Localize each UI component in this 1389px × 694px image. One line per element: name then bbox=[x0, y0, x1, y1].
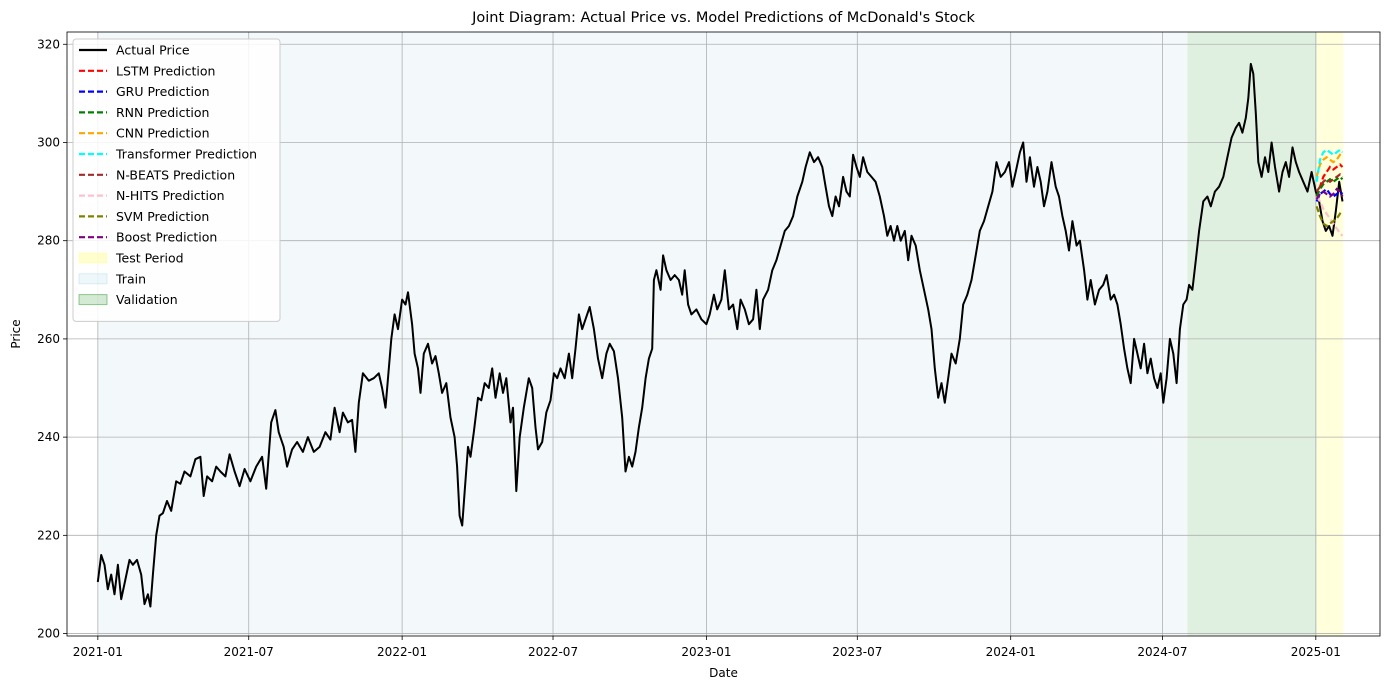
legend-label: LSTM Prediction bbox=[116, 63, 215, 78]
legend-label: Test Period bbox=[115, 251, 184, 266]
x-tick-label: 2021-01 bbox=[73, 645, 123, 659]
period-band-validation bbox=[1187, 32, 1317, 636]
y-tick-label: 320 bbox=[37, 37, 60, 51]
cnn-prediction-line bbox=[1315, 153, 1344, 178]
legend-label: Train bbox=[115, 271, 146, 286]
boost-prediction-line bbox=[1315, 187, 1344, 200]
legend-label: SVM Prediction bbox=[116, 209, 209, 224]
legend-box bbox=[72, 38, 281, 322]
x-axis-label: Date bbox=[709, 666, 738, 680]
y-tick-label: 280 bbox=[37, 234, 60, 248]
x-tick-label: 2021-07 bbox=[224, 645, 274, 659]
legend-label: CNN Prediction bbox=[116, 126, 210, 141]
legend-swatch bbox=[78, 273, 108, 285]
period-bands bbox=[97, 32, 1344, 636]
legend-swatch bbox=[78, 294, 108, 306]
x-tick-label: 2024-01 bbox=[986, 645, 1036, 659]
legend-label: Boost Prediction bbox=[116, 230, 217, 245]
svm-prediction-line bbox=[1315, 205, 1344, 228]
plot-frame bbox=[66, 31, 1381, 637]
chart-title: Joint Diagram: Actual Price vs. Model Pr… bbox=[471, 10, 975, 26]
legend-swatch bbox=[78, 252, 108, 264]
y-tick-label: 220 bbox=[37, 528, 60, 542]
legend-label: Actual Price bbox=[116, 43, 190, 58]
x-tick-label: 2024-07 bbox=[1137, 645, 1187, 659]
grid-lines bbox=[67, 32, 1380, 636]
x-tick-label: 2023-07 bbox=[832, 645, 882, 659]
y-tick-label: 200 bbox=[37, 627, 60, 641]
legend-label: Validation bbox=[116, 292, 178, 307]
y-axis-label: Price bbox=[9, 319, 23, 348]
y-tick-label: 300 bbox=[37, 135, 60, 149]
x-tick-label: 2022-07 bbox=[528, 645, 578, 659]
axes: 2021-01 2021-07 2022-01 2022-07 2023-01 2023-… bbox=[37, 37, 1341, 659]
x-tick-label: 2023-01 bbox=[681, 645, 731, 659]
period-band-test-period bbox=[1316, 32, 1344, 636]
y-tick-label: 260 bbox=[37, 332, 60, 346]
x-tick-label: 2025-01 bbox=[1291, 645, 1341, 659]
actual-price-line bbox=[96, 62, 1344, 608]
series-lines bbox=[96, 62, 1344, 608]
n-hits-prediction-line bbox=[1315, 195, 1344, 237]
legend-label: N-BEATS Prediction bbox=[116, 167, 235, 182]
legend-label: RNN Prediction bbox=[116, 105, 209, 120]
legend-label: N-HITS Prediction bbox=[116, 188, 225, 203]
legend-label: GRU Prediction bbox=[116, 84, 210, 99]
x-tick-label: 2022-01 bbox=[377, 645, 427, 659]
rnn-prediction-line bbox=[1315, 175, 1344, 197]
legend: Actual Price LSTM Prediction GRU Predictio… bbox=[72, 38, 281, 322]
n-beats-prediction-line bbox=[1315, 172, 1344, 193]
y-tick-label: 240 bbox=[37, 430, 60, 444]
gru-prediction-line bbox=[1315, 187, 1344, 202]
transformer-prediction-line bbox=[1315, 148, 1344, 182]
legend-label: Transformer Prediction bbox=[115, 147, 257, 162]
